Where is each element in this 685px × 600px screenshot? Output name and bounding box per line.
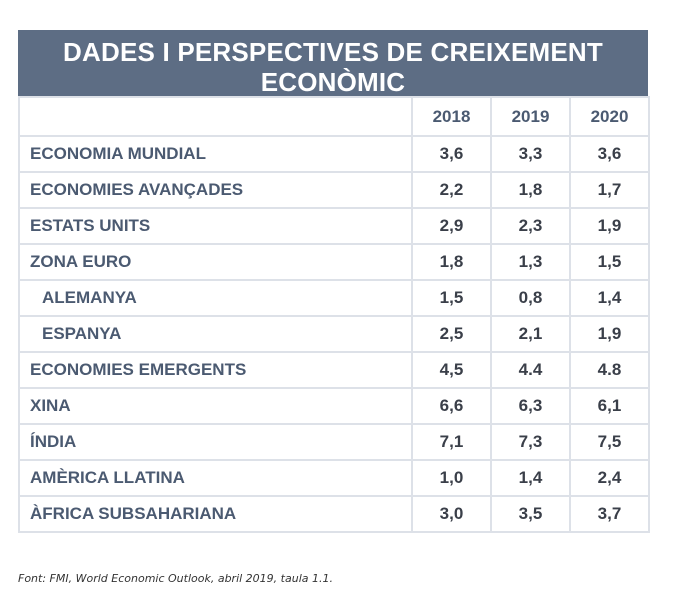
cell-value: 7,1 [411,423,492,461]
row-label: ECONOMIES AVANÇADES [18,171,413,209]
column-header-2019: 2019 [490,96,571,137]
row-label: ZONA EURO [18,243,413,281]
cell-value: 7,5 [569,423,650,461]
table-row: ESTATS UNITS 2,9 2,3 1,9 [18,207,650,245]
cell-value: 4.4 [490,351,571,389]
source-footnote: Font: FMI, World Economic Outlook, abril… [18,572,333,585]
cell-value: 3,7 [569,495,650,533]
row-label: XINA [18,387,413,425]
table-header: DADES I PERSPECTIVES DE CREIXEMENT ECONÒ… [18,30,648,120]
cell-value: 2,5 [411,315,492,353]
cell-value: 2,3 [490,207,571,245]
cell-value: 6,6 [411,387,492,425]
cell-value: 1,3 [490,243,571,281]
cell-value: 7,3 [490,423,571,461]
cell-value: 1,5 [411,279,492,317]
growth-table-container: DADES I PERSPECTIVES DE CREIXEMENT ECONÒ… [18,30,650,533]
cell-value: 3,6 [569,135,650,173]
cell-value: 1,4 [569,279,650,317]
table-row: ECONOMIES AVANÇADES 2,2 1,8 1,7 [18,171,650,209]
growth-table: 2018 2019 2020 ECONOMIA MUNDIAL 3,6 3,3 … [18,96,650,533]
cell-value: 1,8 [490,171,571,209]
cell-value: 1,9 [569,315,650,353]
table-header-row: 2018 2019 2020 [18,96,650,137]
column-header-2018: 2018 [411,96,492,137]
cell-value: 3,5 [490,495,571,533]
cell-value: 2,9 [411,207,492,245]
table-row: ECONOMIA MUNDIAL 3,6 3,3 3,6 [18,135,650,173]
cell-value: 1,0 [411,459,492,497]
header-empty-cell [18,96,413,137]
cell-value: 1,7 [569,171,650,209]
cell-value: 1,5 [569,243,650,281]
cell-value: 1,8 [411,243,492,281]
row-label: ESPANYA [18,315,413,353]
cell-value: 1,4 [490,459,571,497]
cell-value: 1,9 [569,207,650,245]
cell-value: 6,1 [569,387,650,425]
table-subtitle: 2018-2020 [285,98,381,120]
cell-value: 3,3 [490,135,571,173]
table-row: ESPANYA 2,5 2,1 1,9 [18,315,650,353]
table-title: DADES I PERSPECTIVES DE CREIXEMENT ECONÒ… [63,37,603,97]
row-label: ÍNDIA [18,423,413,461]
cell-value: 3,0 [411,495,492,533]
cell-value: 2,2 [411,171,492,209]
row-label: AMÈRICA LLATINA [18,459,413,497]
row-label: ECONOMIES EMERGENTS [18,351,413,389]
column-header-2020: 2020 [569,96,650,137]
cell-value: 0,8 [490,279,571,317]
table-row: ÀFRICA SUBSAHARIANA 3,0 3,5 3,7 [18,495,650,533]
table-row: ALEMANYA 1,5 0,8 1,4 [18,279,650,317]
cell-value: 6,3 [490,387,571,425]
cell-value: 3,6 [411,135,492,173]
row-label: ECONOMIA MUNDIAL [18,135,413,173]
table-row: ZONA EURO 1,8 1,3 1,5 [18,243,650,281]
cell-value: 2,4 [569,459,650,497]
cell-value: 2,1 [490,315,571,353]
table-row: ÍNDIA 7,1 7,3 7,5 [18,423,650,461]
table-row: XINA 6,6 6,3 6,1 [18,387,650,425]
row-label: ÀFRICA SUBSAHARIANA [18,495,413,533]
cell-value: 4.8 [569,351,650,389]
row-label: ALEMANYA [18,279,413,317]
row-label: ESTATS UNITS [18,207,413,245]
table-row: ECONOMIES EMERGENTS 4,5 4.4 4.8 [18,351,650,389]
table-row: AMÈRICA LLATINA 1,0 1,4 2,4 [18,459,650,497]
cell-value: 4,5 [411,351,492,389]
